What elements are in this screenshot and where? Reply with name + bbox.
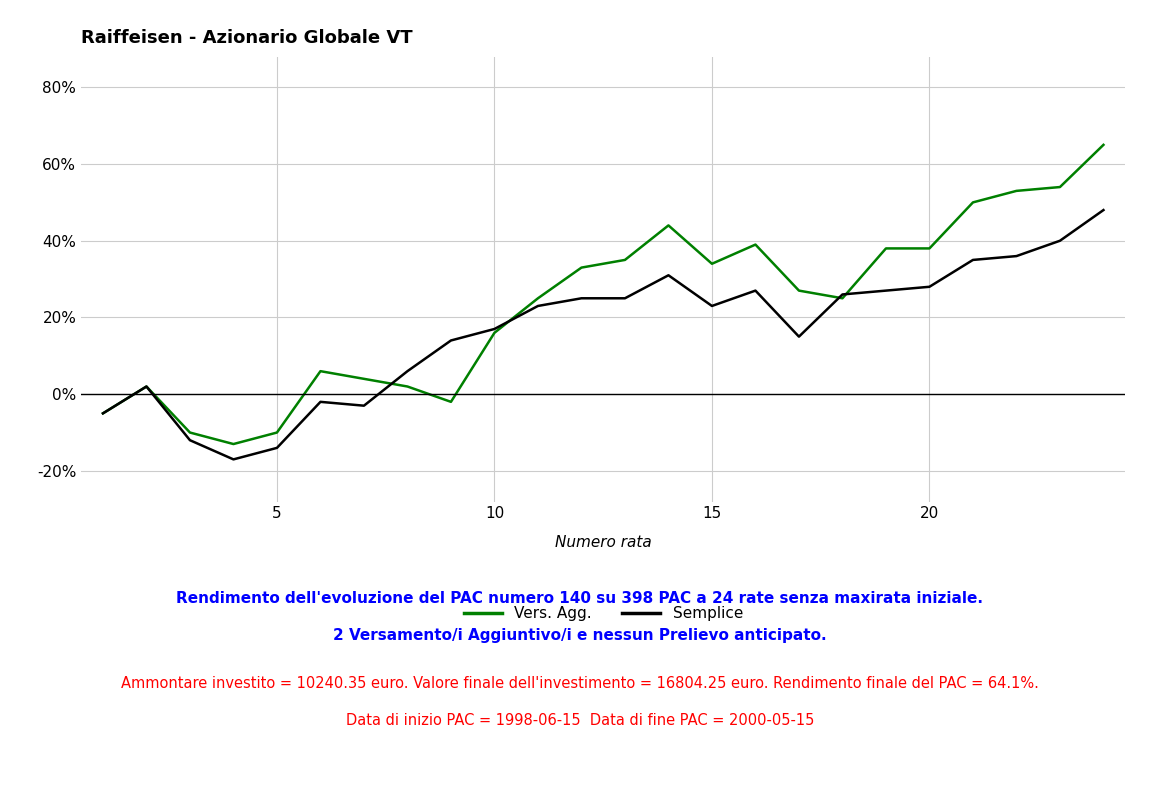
Text: Raiffeisen - Azionario Globale VT: Raiffeisen - Azionario Globale VT [81,29,413,47]
Text: 2 Versamento/i Aggiuntivo/i e nessun Prelievo anticipato.: 2 Versamento/i Aggiuntivo/i e nessun Pre… [333,628,827,642]
X-axis label: Numero rata: Numero rata [554,536,652,550]
Text: Ammontare investito = 10240.35 euro. Valore finale dell'investimento = 16804.25 : Ammontare investito = 10240.35 euro. Val… [121,676,1039,691]
Legend: Vers. Agg., Semplice: Vers. Agg., Semplice [457,600,749,628]
Text: Data di inizio PAC = 1998-06-15  Data di fine PAC = 2000-05-15: Data di inizio PAC = 1998-06-15 Data di … [346,713,814,727]
Text: Rendimento dell'evoluzione del PAC numero 140 su 398 PAC a 24 rate senza maxirat: Rendimento dell'evoluzione del PAC numer… [176,591,984,606]
